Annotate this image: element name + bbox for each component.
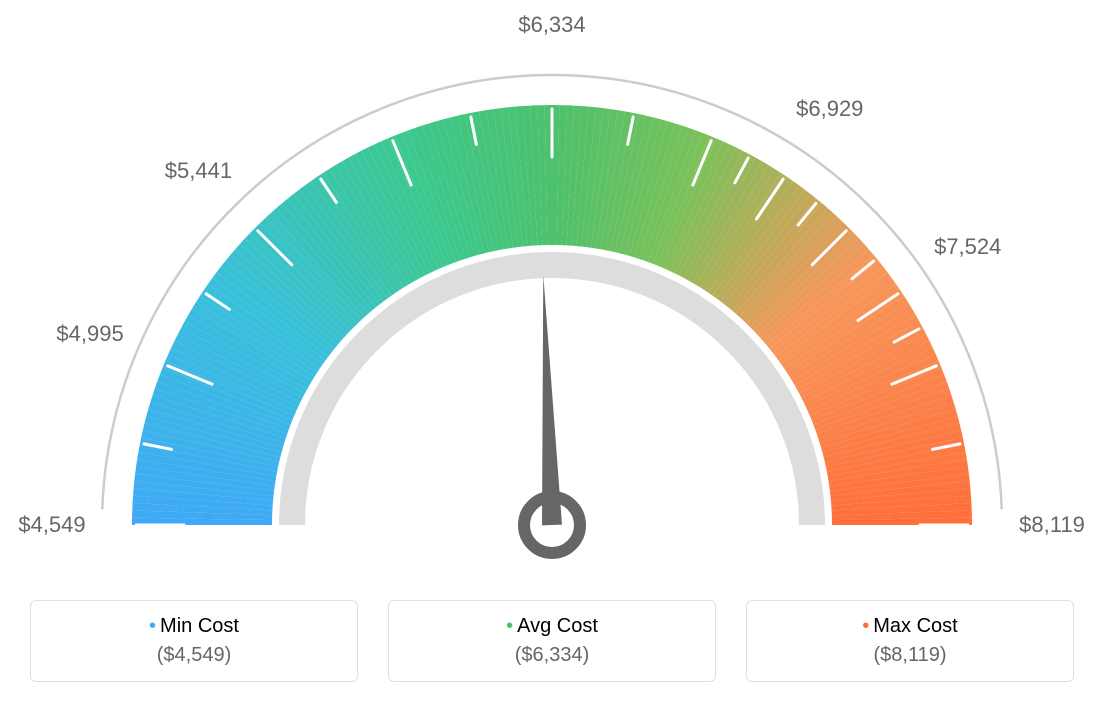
- legend-card-min: •Min Cost ($4,549): [30, 600, 358, 682]
- gauge-scale-label: $6,929: [796, 96, 863, 122]
- legend-dot-max: •: [862, 615, 869, 638]
- legend-label-min: Min Cost: [160, 615, 239, 637]
- gauge-scale-label: $5,441: [165, 158, 232, 184]
- legend-value-min: ($4,549): [49, 644, 339, 667]
- legend-card-avg: •Avg Cost ($6,334): [388, 600, 716, 682]
- gauge-scale-label: $7,524: [934, 234, 1001, 260]
- cost-gauge-chart: $4,549$4,995$5,441$6,334$6,929$7,524$8,1…: [22, 20, 1082, 682]
- gauge-scale-label: $8,119: [1019, 512, 1085, 538]
- gauge-scale-label: $6,334: [518, 12, 585, 38]
- legend-card-max: •Max Cost ($8,119): [746, 600, 1074, 682]
- legend-label-avg: Avg Cost: [517, 615, 598, 637]
- gauge-svg: [22, 20, 1082, 580]
- legend-label-max: Max Cost: [873, 615, 957, 637]
- gauge-scale-label: $4,549: [18, 512, 85, 538]
- legend-value-avg: ($6,334): [407, 644, 697, 667]
- legend-row: •Min Cost ($4,549) •Avg Cost ($6,334) •M…: [22, 600, 1082, 682]
- legend-value-max: ($8,119): [765, 644, 1055, 667]
- legend-dot-min: •: [149, 615, 156, 638]
- gauge-area: $4,549$4,995$5,441$6,334$6,929$7,524$8,1…: [22, 20, 1082, 580]
- gauge-scale-label: $4,995: [56, 321, 123, 347]
- legend-dot-avg: •: [506, 615, 513, 638]
